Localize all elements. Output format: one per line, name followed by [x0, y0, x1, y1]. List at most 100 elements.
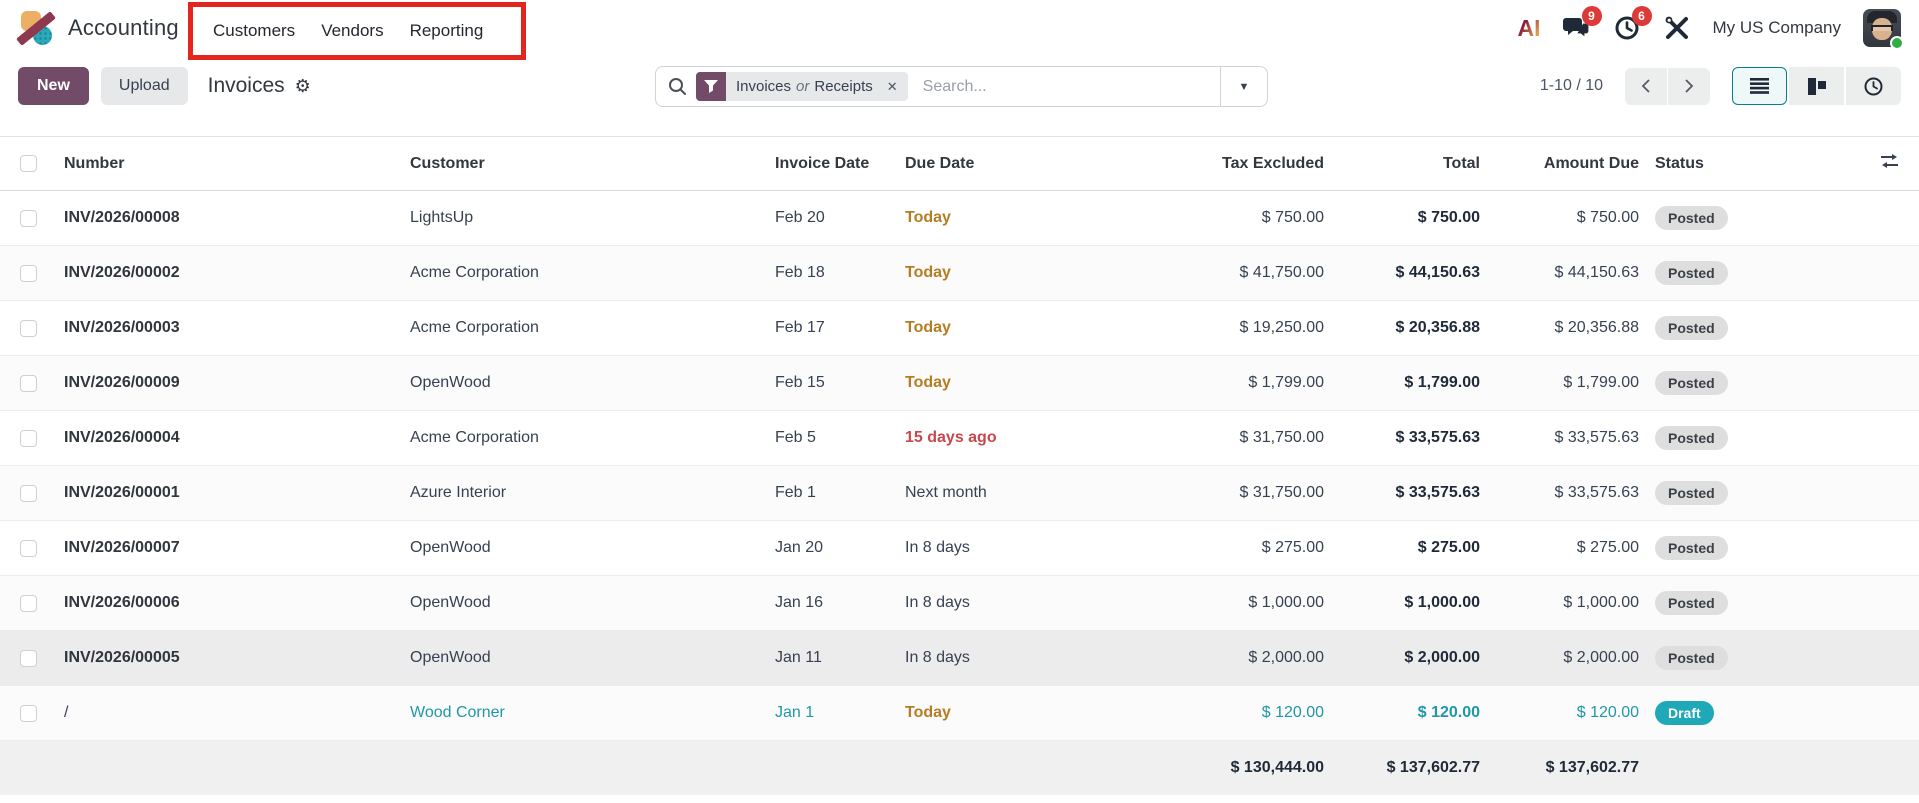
invoice-number: INV/2026/00009 [56, 355, 410, 411]
company-switcher[interactable]: My US Company [1712, 18, 1841, 37]
invoice-row[interactable]: INV/2026/00007 OpenWood Jan 20 In 8 days… [0, 520, 1919, 576]
invoice-amount-due: $ 2,000.00 [1483, 630, 1642, 686]
activities-button[interactable]: 6 [1613, 6, 1652, 42]
invoice-due-date: In 8 days [905, 520, 1135, 576]
search-input[interactable] [920, 76, 1220, 97]
row-checkbox[interactable] [19, 704, 37, 722]
totals-row: $ 130,444.00 $ 137,602.77 $ 137,602.77 [0, 740, 1919, 795]
top-navbar: Accounting Customers Vendors Reporting A… [0, 0, 1919, 60]
column-header-customer[interactable]: Customer [410, 136, 775, 191]
upload-button[interactable]: Upload [100, 67, 188, 105]
facet-value-1: Invoices [736, 78, 792, 95]
invoice-due-date: Next month [905, 465, 1135, 521]
row-checkbox[interactable] [19, 209, 37, 227]
invoice-tax-excluded: $ 31,750.00 [1135, 410, 1327, 466]
messages-button[interactable]: 9 [1563, 6, 1602, 42]
list-view-button[interactable] [1732, 67, 1787, 105]
invoice-due-date: Today [905, 300, 1135, 356]
invoice-row[interactable]: INV/2026/00002 Acme Corporation Feb 18 T… [0, 245, 1919, 301]
new-button[interactable]: New [18, 67, 89, 105]
row-checkbox[interactable] [19, 649, 37, 667]
invoice-total: $ 1,799.00 [1327, 355, 1483, 411]
invoice-row[interactable]: INV/2026/00003 Acme Corporation Feb 17 T… [0, 300, 1919, 356]
column-header-due-date[interactable]: Due Date [905, 136, 1135, 191]
facet-value-2: Receipts [814, 78, 873, 95]
invoice-row[interactable]: INV/2026/00008 LightsUp Feb 20 Today $ 7… [0, 190, 1919, 246]
search-dropdown-toggle[interactable]: ▼ [1220, 67, 1267, 106]
invoice-row[interactable]: INV/2026/00009 OpenWood Feb 15 Today $ 1… [0, 355, 1919, 411]
invoice-total: $ 750.00 [1327, 190, 1483, 246]
gear-icon[interactable]: ⚙ [294, 76, 311, 96]
row-checkbox[interactable] [19, 374, 37, 392]
invoice-number: INV/2026/00007 [56, 520, 410, 576]
invoice-number: INV/2026/00005 [56, 630, 410, 686]
invoice-row[interactable]: / Wood Corner Jan 1 Today $ 120.00 $ 120… [0, 685, 1919, 741]
invoice-row[interactable]: INV/2026/00005 OpenWood Jan 11 In 8 days… [0, 630, 1919, 686]
ai-logo[interactable]: AI [1517, 14, 1541, 41]
remove-facet-icon[interactable]: ✕ [886, 78, 898, 94]
invoice-amount-due: $ 33,575.63 [1483, 410, 1642, 466]
row-checkbox[interactable] [19, 264, 37, 282]
pager-next-button[interactable] [1668, 67, 1710, 105]
invoice-number: INV/2026/00006 [56, 575, 410, 631]
column-header-status[interactable]: Status [1642, 136, 1822, 191]
invoice-tax-excluded: $ 19,250.00 [1135, 300, 1327, 356]
invoice-customer: Azure Interior [410, 465, 775, 521]
invoice-total: $ 33,575.63 [1327, 410, 1483, 466]
invoice-tax-excluded: $ 275.00 [1135, 520, 1327, 576]
kanban-view-button[interactable] [1789, 67, 1844, 105]
activity-view-button[interactable] [1846, 67, 1901, 105]
status-badge: Posted [1655, 591, 1728, 615]
menu-reporting[interactable]: Reporting [409, 21, 484, 40]
invoice-customer: OpenWood [410, 630, 775, 686]
invoice-due-date: Today [905, 685, 1135, 741]
clock-icon [1614, 15, 1640, 41]
invoice-customer: Wood Corner [410, 685, 775, 741]
invoice-date: Feb 15 [775, 355, 905, 411]
invoice-amount-due: $ 33,575.63 [1483, 465, 1642, 521]
invoice-row[interactable]: INV/2026/00006 OpenWood Jan 16 In 8 days… [0, 575, 1919, 631]
table-header-row: Number Customer Invoice Date Due Date Ta… [0, 136, 1919, 191]
menu-vendors[interactable]: Vendors [321, 21, 384, 40]
row-checkbox[interactable] [19, 429, 37, 447]
column-header-invoice-date[interactable]: Invoice Date [775, 136, 905, 191]
column-header-total[interactable]: Total [1327, 136, 1483, 191]
invoice-tax-excluded: $ 2,000.00 [1135, 630, 1327, 686]
row-checkbox[interactable] [19, 484, 37, 502]
column-header-tax-excluded[interactable]: Tax Excluded [1135, 136, 1327, 191]
pager-previous-button[interactable] [1625, 67, 1667, 105]
optional-columns-toggle-icon[interactable] [1880, 153, 1899, 169]
invoice-date: Jan 1 [775, 685, 905, 741]
footer-amount-due-total: $ 137,602.77 [1483, 740, 1642, 795]
app-name[interactable]: Accounting [68, 15, 179, 40]
invoice-total: $ 33,575.63 [1327, 465, 1483, 521]
column-header-number[interactable]: Number [56, 136, 410, 191]
user-avatar[interactable] [1863, 9, 1904, 50]
select-all-checkbox[interactable] [19, 155, 37, 172]
footer-total: $ 137,602.77 [1327, 740, 1483, 795]
invoice-due-date: In 8 days [905, 630, 1135, 686]
invoice-row[interactable]: INV/2026/00004 Acme Corporation Feb 5 15… [0, 410, 1919, 466]
filter-funnel-icon[interactable] [696, 72, 726, 101]
invoice-number: INV/2026/00002 [56, 245, 410, 301]
invoice-amount-due: $ 44,150.63 [1483, 245, 1642, 301]
menu-customers[interactable]: Customers [213, 21, 296, 40]
search-bar[interactable]: Invoices or Receipts ✕ ▼ [655, 66, 1268, 107]
invoice-total: $ 44,150.63 [1327, 245, 1483, 301]
invoice-customer: LightsUp [410, 190, 775, 246]
status-badge: Posted [1655, 316, 1728, 340]
row-checkbox[interactable] [19, 539, 37, 557]
invoice-date: Feb 17 [775, 300, 905, 356]
status-badge: Posted [1655, 536, 1728, 560]
invoice-tax-excluded: $ 1,799.00 [1135, 355, 1327, 411]
row-checkbox[interactable] [19, 594, 37, 612]
accounting-app-icon[interactable] [16, 9, 56, 47]
row-checkbox[interactable] [19, 319, 37, 337]
debug-tools-button[interactable] [1663, 14, 1691, 42]
invoice-row[interactable]: INV/2026/00001 Azure Interior Feb 1 Next… [0, 465, 1919, 521]
invoice-total: $ 1,000.00 [1327, 575, 1483, 631]
invoice-date: Feb 5 [775, 410, 905, 466]
invoice-amount-due: $ 1,000.00 [1483, 575, 1642, 631]
column-header-amount-due[interactable]: Amount Due [1483, 136, 1642, 191]
list-icon [1750, 78, 1769, 94]
